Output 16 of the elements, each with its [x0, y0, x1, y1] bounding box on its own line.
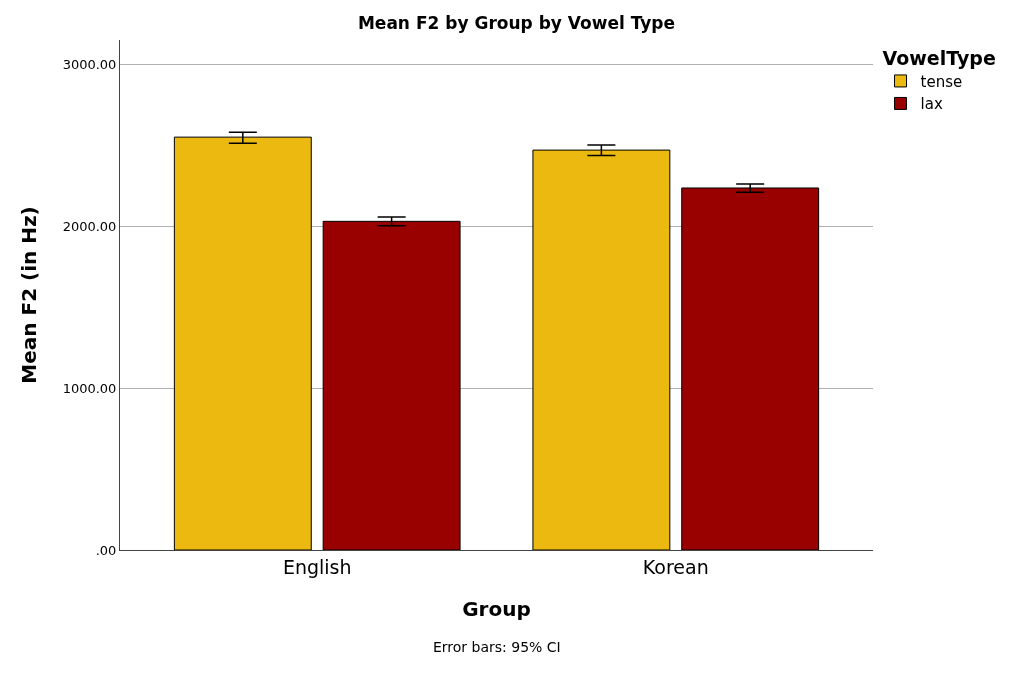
- chart-title: Mean F2 by Group by Vowel Type: [357, 12, 676, 33]
- y-tick-label: 1000.00: [62, 380, 117, 396]
- y-tick-label: 2000.00: [62, 218, 117, 234]
- x-tick-label: Korean: [642, 555, 709, 578]
- legend-label: tense: [920, 72, 963, 91]
- x-axis-title: Group: [462, 597, 531, 622]
- y-tick-label: .00: [95, 542, 117, 558]
- bar: [681, 187, 820, 550]
- y-tick-label: 3000.00: [62, 56, 117, 72]
- y-axis-title: Mean F2 (in Hz): [17, 206, 42, 384]
- text: Error bars: 95% CI: [433, 639, 561, 655]
- bar: [322, 220, 461, 550]
- legend-title: VowelType: [882, 46, 996, 69]
- legend-label: lax: [920, 95, 943, 114]
- x-tick-label: English: [282, 555, 352, 578]
- bar: [173, 136, 312, 550]
